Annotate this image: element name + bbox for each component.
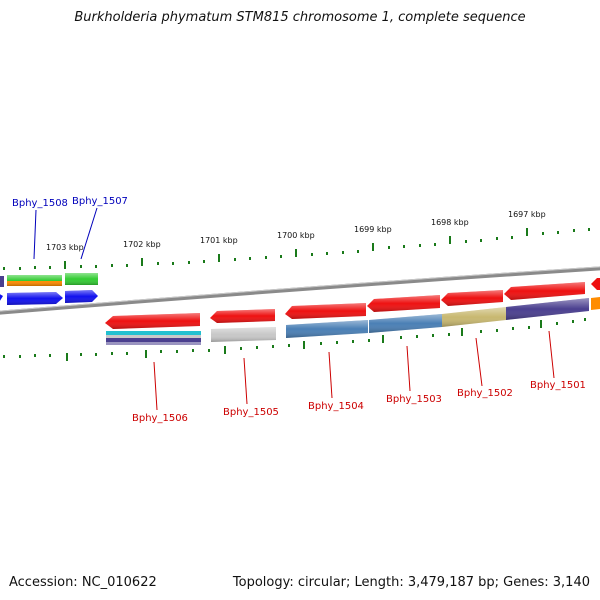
gene-label-bphy-1503[interactable]: Bphy_1503 — [386, 394, 442, 405]
tick-label: 1698 kbp — [431, 218, 469, 227]
gene-label-bphy-1504[interactable]: Bphy_1504 — [308, 401, 364, 412]
gene-label-bphy-1506[interactable]: Bphy_1506 — [132, 413, 188, 424]
gene-label-bphy-1507[interactable]: Bphy_1507 — [72, 196, 128, 207]
gene-bphy-1506[interactable] — [105, 313, 201, 345]
major-tick-1703 — [64, 261, 66, 269]
map-title: Burkholderia phymatum STM815 chromosome … — [74, 10, 526, 25]
reverse-gene-labels: Bphy_1506 Bphy_1505 Bphy_1504 Bphy_1503 … — [132, 380, 586, 424]
gene-label-bphy-1508[interactable]: Bphy_1508 — [12, 198, 68, 209]
forward-genes — [0, 273, 98, 305]
major-tick-1701 — [218, 254, 220, 262]
topology-summary: Topology: circular; Length: 3,479,187 bp… — [232, 575, 590, 590]
gene-bphy-1504[interactable] — [285, 303, 368, 338]
tick-label: 1702 kbp — [123, 240, 161, 249]
inner-major-ticks — [66, 320, 542, 361]
major-tick-1702 — [141, 258, 143, 266]
gene-partial-left-blue — [0, 294, 3, 301]
accession-text: Accession: NC_010622 — [9, 575, 157, 590]
gene-bphy-1501[interactable] — [504, 282, 589, 320]
gene-partial-right-red — [591, 278, 600, 290]
gene-partial-right-orange — [591, 297, 600, 310]
tick-label: 1700 kbp — [277, 231, 315, 240]
tick-label: 1699 kbp — [354, 225, 392, 234]
gene-label-bphy-1505[interactable]: Bphy_1505 — [223, 407, 279, 418]
outer-major-ticks — [64, 228, 528, 269]
major-tick-1699 — [372, 243, 374, 251]
major-tick-1700 — [295, 249, 297, 257]
gene-bphy-1508[interactable] — [7, 275, 63, 305]
major-tick-1698 — [449, 236, 451, 244]
tick-label: 1703 kbp — [46, 243, 84, 252]
outer-tick-row — [3, 228, 590, 270]
gene-label-bphy-1501[interactable]: Bphy_1501 — [530, 380, 586, 391]
tick-labels: 1703 kbp 1702 kbp 1701 kbp 1700 kbp 1699… — [46, 210, 546, 252]
gene-bphy-1505[interactable] — [210, 309, 276, 342]
forward-gene-labels: Bphy_1508 Bphy_1507 — [12, 196, 128, 209]
tick-label: 1701 kbp — [200, 236, 238, 245]
label-leaders-reverse — [153, 330, 555, 411]
gene-bphy-1503[interactable] — [367, 295, 442, 333]
gene-label-bphy-1502[interactable]: Bphy_1502 — [457, 388, 513, 399]
reverse-genes — [105, 278, 600, 345]
gene-bphy-1507[interactable] — [65, 273, 98, 303]
gene-bphy-1502[interactable] — [441, 290, 506, 327]
chromosome-backbone — [0, 266, 600, 315]
inner-tick-row — [3, 318, 586, 358]
label-leaders-forward — [33, 207, 98, 260]
chromosome-backbone-highlight — [0, 266, 600, 312]
tick-label: 1697 kbp — [508, 210, 546, 219]
gene-partial-left-top — [0, 276, 4, 287]
major-tick-1697 — [526, 228, 528, 236]
